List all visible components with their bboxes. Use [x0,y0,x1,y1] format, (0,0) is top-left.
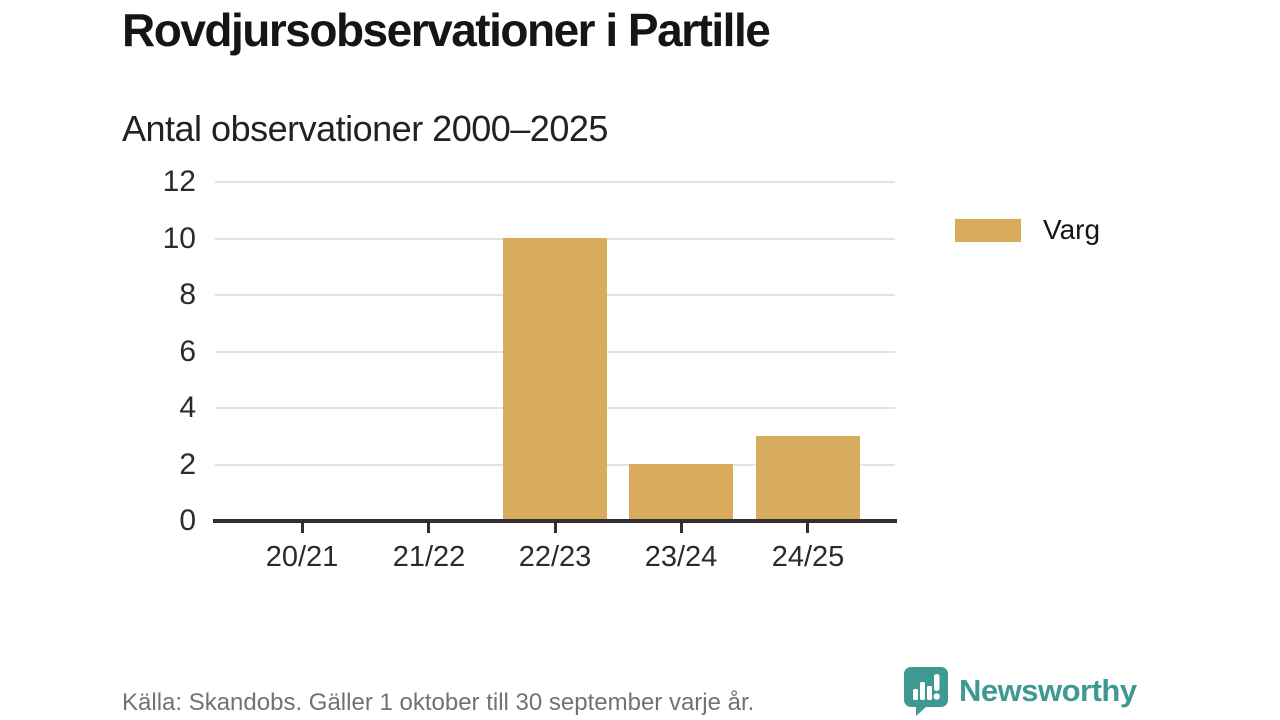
y-tick-label: 0 [179,504,196,537]
gridline [215,181,895,183]
legend-label-varg: Varg [1043,214,1101,245]
x-axis-line [213,519,897,523]
bar [756,436,860,521]
y-tick-label: 8 [179,278,196,311]
x-tick-label: 20/21 [265,541,339,573]
plot-area [215,181,895,521]
bar [629,464,733,521]
source-note: Källa: Skandobs. Gäller 1 oktober till 3… [122,689,755,716]
x-axis-tick [301,523,304,533]
y-tick-label: 10 [162,221,196,255]
y-tick-label: 6 [179,334,196,368]
x-tick-label: 23/24 [644,541,718,573]
x-tick-label: 24/25 [771,541,845,573]
x-axis-tick [427,523,430,533]
x-tick-label: 21/22 [392,541,466,573]
newsworthy-wordmark: Newsworthy [959,673,1137,708]
x-axis-tick [554,523,557,533]
legend-swatch-varg [955,218,1021,242]
chart-subtitle: Antal observationer 2000–2025 [122,108,608,149]
newsworthy-logo: Newsworthy [903,666,1137,716]
y-tick-label: 12 [162,165,196,198]
x-axis-tick [680,523,683,533]
legend: Varg [955,214,1100,246]
page-title: Rovdjursobservationer i Partille [122,4,771,56]
y-tick-label: 2 [179,447,196,481]
newsworthy-speech-bubble-chart-icon [904,667,948,716]
x-tick-label: 22/23 [518,541,592,573]
y-tick-label: 4 [179,391,196,424]
bar [503,238,607,521]
x-axis-tick [806,523,809,533]
